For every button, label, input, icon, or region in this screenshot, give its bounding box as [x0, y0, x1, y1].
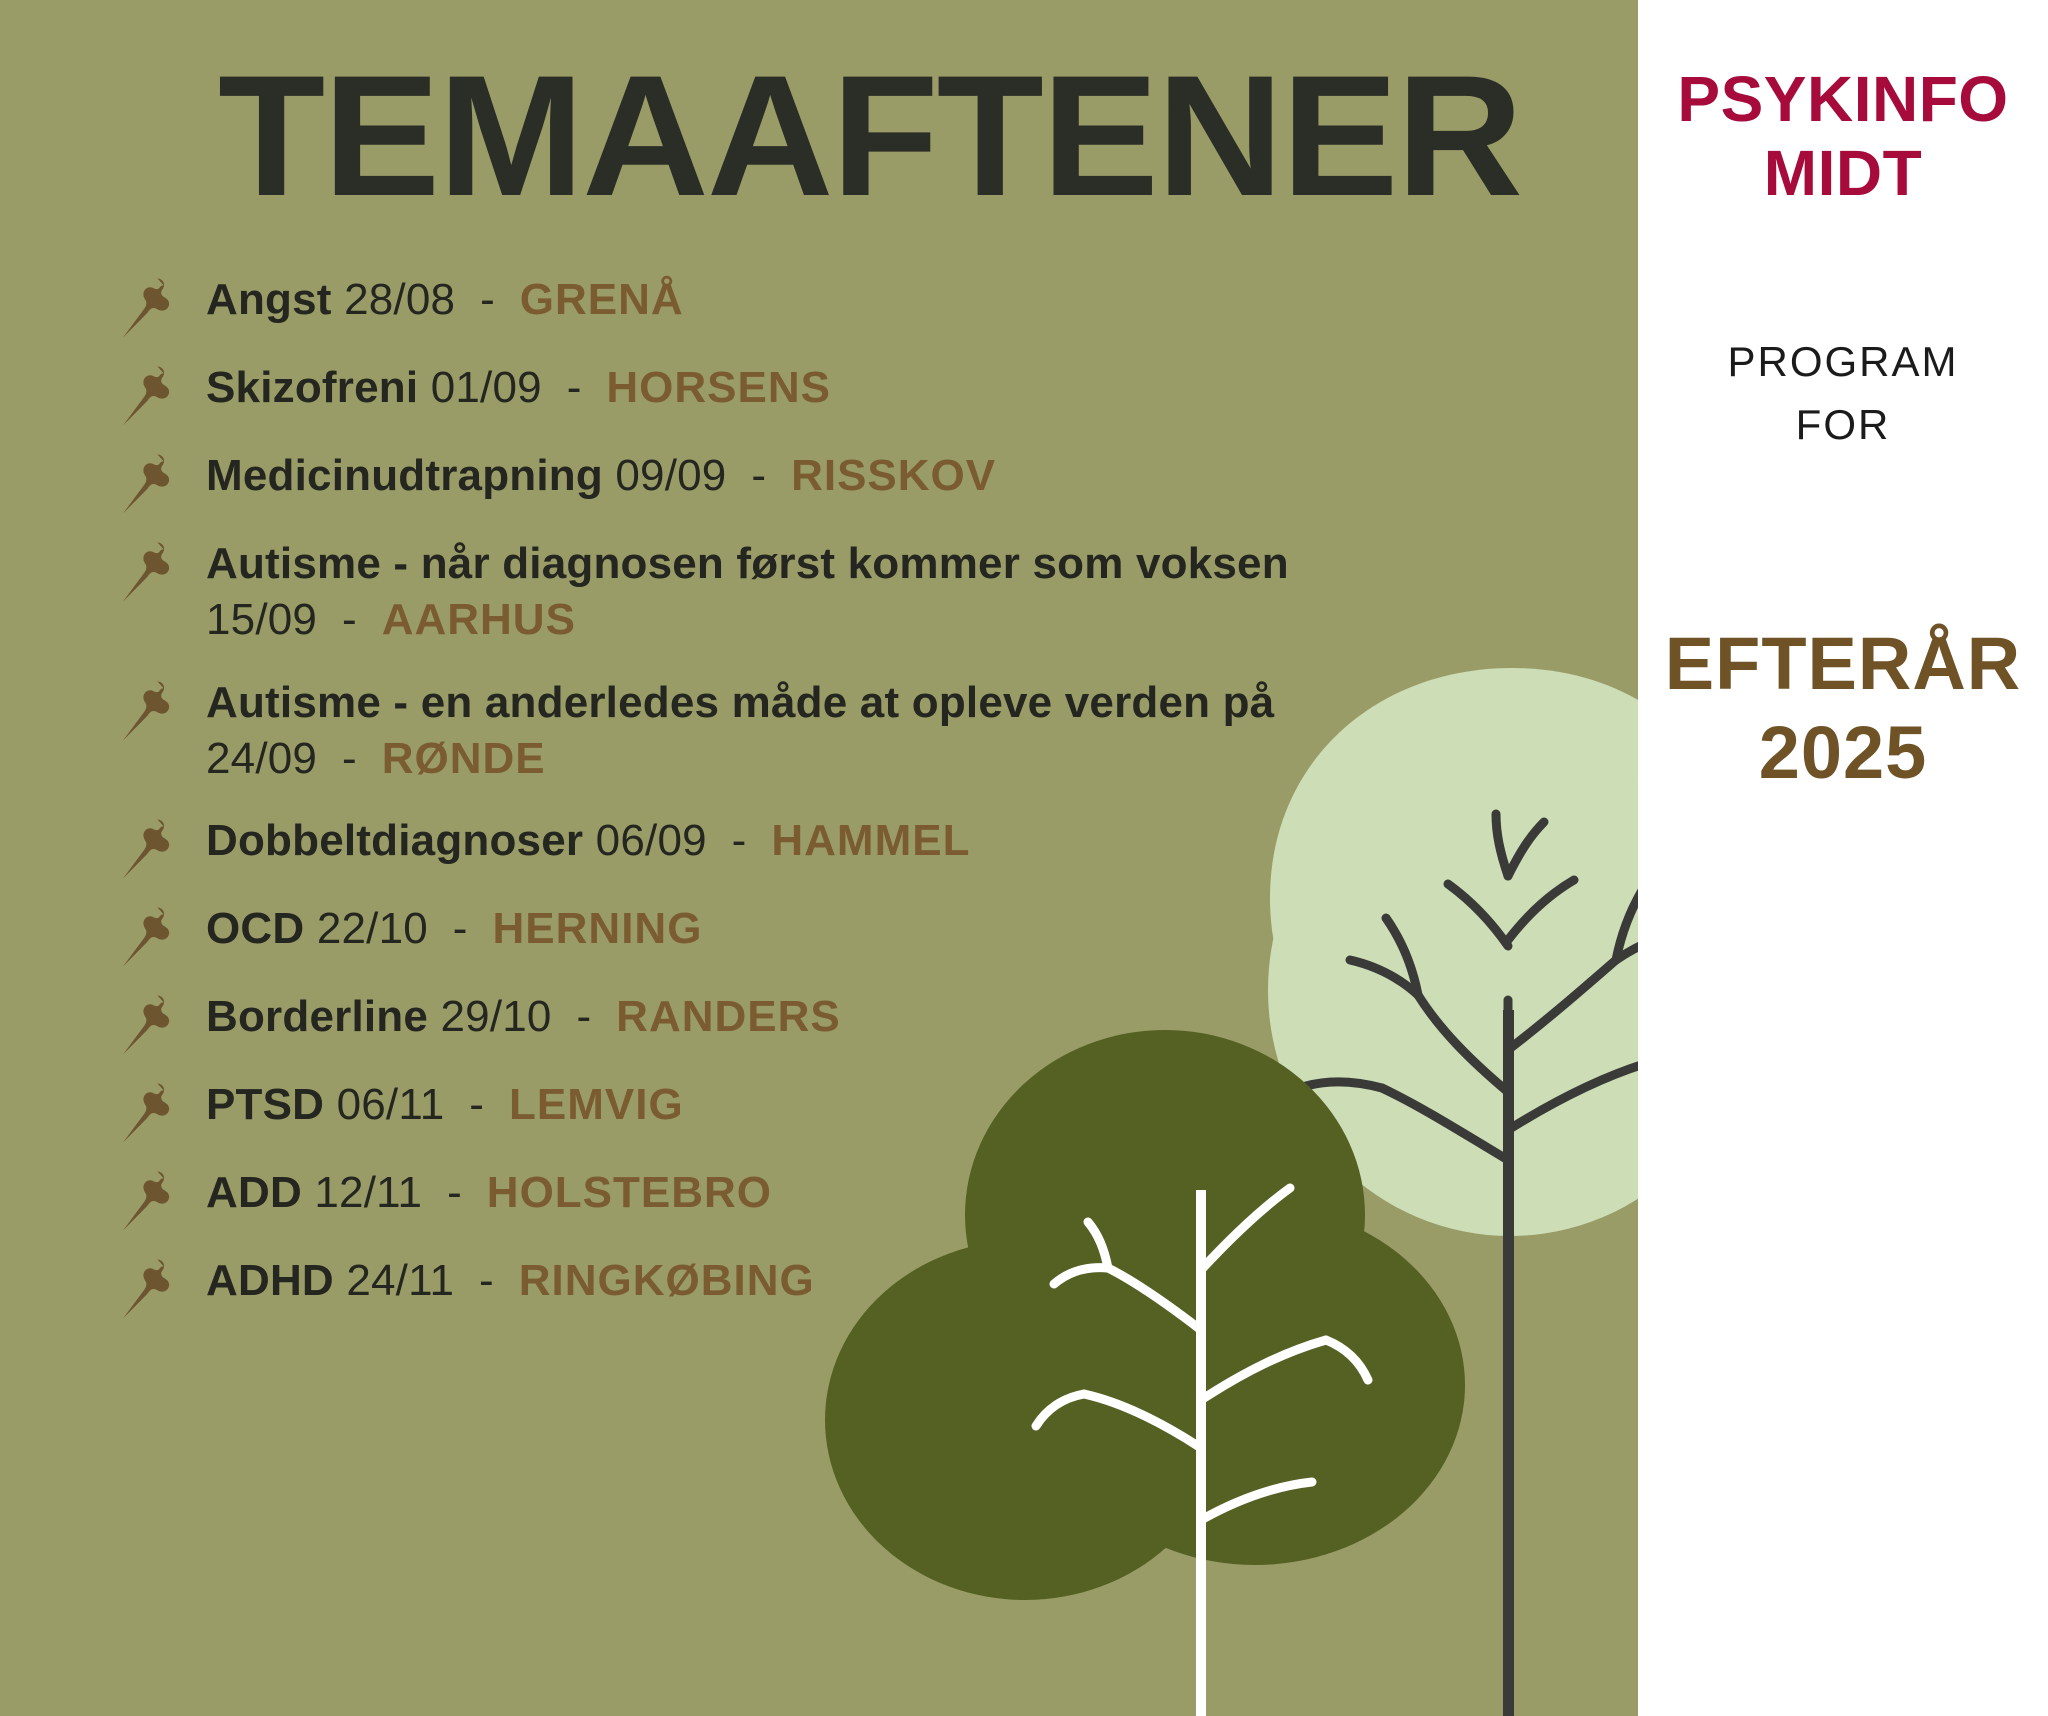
season-line-2: 2025	[1758, 710, 1928, 794]
season-line-1: EFTERÅR	[1664, 622, 2022, 705]
event-separator: -	[480, 275, 495, 324]
event-date: 24/11	[346, 1256, 455, 1306]
event-row[interactable]: Angst 28/08 - GRENÅ	[118, 272, 1538, 338]
pushpin-icon	[118, 679, 196, 741]
event-text: Skizofreni 01/09 - HORSENS	[196, 360, 1538, 416]
event-city: LEMVIG	[509, 1080, 684, 1130]
pushpin-icon	[118, 540, 196, 602]
event-row[interactable]: ADHD 24/11 - RINGKØBING	[118, 1253, 1538, 1319]
event-date: 28/08	[344, 275, 456, 324]
pushpin-icon	[118, 276, 196, 338]
event-date: 29/10	[440, 992, 552, 1042]
right-info-column: PSYKINFO MIDT PROGRAM FOR EFTERÅR 2025	[1638, 0, 2048, 1716]
event-topic: Angst	[206, 275, 332, 324]
event-row[interactable]: Autisme - når diagnosen først kommer som…	[118, 536, 1538, 649]
event-city: GRENÅ	[519, 275, 684, 324]
event-date: 22/10	[316, 904, 428, 954]
event-city: RØNDE	[381, 733, 546, 783]
event-separator: -	[341, 733, 357, 783]
brand-line-1: PSYKINFO	[1677, 63, 2009, 135]
event-row[interactable]: Borderline 29/10 - RANDERS	[118, 989, 1538, 1055]
event-city: AARHUS	[381, 595, 576, 645]
event-date: 12/11	[314, 1168, 423, 1218]
event-topic: ADHD	[206, 1256, 334, 1306]
season-label: EFTERÅR 2025	[1638, 620, 2048, 798]
event-detail-line: 24/09 - RØNDE	[206, 731, 1538, 787]
event-separator: -	[452, 904, 468, 954]
event-separator: -	[751, 451, 767, 500]
pushpin-icon	[118, 1081, 196, 1143]
event-city: RINGKØBING	[518, 1256, 815, 1306]
event-row[interactable]: Autisme - en anderledes måde at opleve v…	[118, 675, 1538, 788]
event-city: HOLSTEBRO	[486, 1168, 773, 1218]
event-city: HAMMEL	[771, 816, 971, 866]
event-topic: Dobbeltdiagnoser	[206, 816, 584, 866]
event-detail-line: 15/09 - AARHUS	[206, 592, 1538, 648]
event-text: Autisme - når diagnosen først kommer som…	[196, 536, 1538, 649]
event-text: ADD 12/11 - HOLSTEBRO	[196, 1165, 1538, 1221]
event-date: 06/09	[595, 816, 707, 866]
event-date: 24/09	[206, 733, 318, 783]
event-topic: ADD	[206, 1168, 302, 1218]
event-topic: Autisme - en anderledes måde at opleve v…	[206, 677, 1275, 727]
event-text: Angst 28/08 - GRENÅ	[196, 272, 1538, 328]
event-row[interactable]: PTSD 06/11 - LEMVIG	[118, 1077, 1538, 1143]
pushpin-icon	[118, 364, 196, 426]
event-separator: -	[469, 1080, 485, 1130]
event-list: Angst 28/08 - GRENÅ Skizofreni 01/09 - HO…	[118, 272, 1538, 1341]
event-separator: -	[341, 595, 357, 645]
event-topic: Medicinudtrapning	[206, 451, 603, 500]
subtitle-line-1: PROGRAM	[1727, 338, 1959, 385]
event-row[interactable]: Skizofreni 01/09 - HORSENS	[118, 360, 1538, 426]
event-text: ADHD 24/11 - RINGKØBING	[196, 1253, 1538, 1309]
event-text: PTSD 06/11 - LEMVIG	[196, 1077, 1538, 1133]
event-separator: -	[731, 816, 747, 866]
event-topic: OCD	[206, 904, 305, 954]
event-separator: -	[447, 1168, 462, 1218]
event-city: HERNING	[492, 904, 703, 954]
event-topic: Skizofreni	[206, 363, 419, 412]
event-row[interactable]: OCD 22/10 - HERNING	[118, 901, 1538, 967]
event-date: 15/09	[206, 595, 318, 645]
event-date: 06/11	[336, 1080, 445, 1130]
pushpin-icon	[118, 817, 196, 879]
event-text: OCD 22/10 - HERNING	[196, 901, 1538, 957]
event-date: 09/09	[615, 451, 727, 500]
subtitle-line-2: FOR	[1795, 401, 1891, 448]
event-text: Autisme - en anderledes måde at opleve v…	[196, 675, 1538, 788]
page-title: TEMAAFTENER	[218, 40, 1523, 232]
event-text: Medicinudtrapning 09/09 - RISSKOV	[196, 448, 1538, 504]
event-date: 01/09	[430, 363, 542, 412]
brand-name: PSYKINFO MIDT	[1638, 62, 2048, 210]
pushpin-icon	[118, 1257, 196, 1319]
event-city: RANDERS	[616, 992, 841, 1042]
event-text: Borderline 29/10 - RANDERS	[196, 989, 1538, 1045]
event-topic: PTSD	[206, 1080, 325, 1130]
brand-line-2: MIDT	[1763, 137, 1923, 210]
event-separator: -	[479, 1256, 494, 1306]
pushpin-icon	[118, 993, 196, 1055]
pushpin-icon	[118, 1169, 196, 1231]
pushpin-icon	[118, 905, 196, 967]
event-row[interactable]: Dobbeltdiagnoser 06/09 - HAMMEL	[118, 813, 1538, 879]
event-row[interactable]: ADD 12/11 - HOLSTEBRO	[118, 1165, 1538, 1231]
event-row[interactable]: Medicinudtrapning 09/09 - RISSKOV	[118, 448, 1538, 514]
event-city: HORSENS	[606, 363, 831, 412]
event-text: Dobbeltdiagnoser 06/09 - HAMMEL	[196, 813, 1538, 869]
event-separator: -	[576, 992, 592, 1042]
event-city: RISSKOV	[791, 451, 997, 500]
program-subtitle: PROGRAM FOR	[1638, 330, 2048, 456]
event-topic: Autisme - når diagnosen først kommer som…	[206, 539, 1289, 588]
event-topic: Borderline	[206, 992, 429, 1042]
event-separator: -	[566, 363, 582, 412]
pushpin-icon	[118, 452, 196, 514]
